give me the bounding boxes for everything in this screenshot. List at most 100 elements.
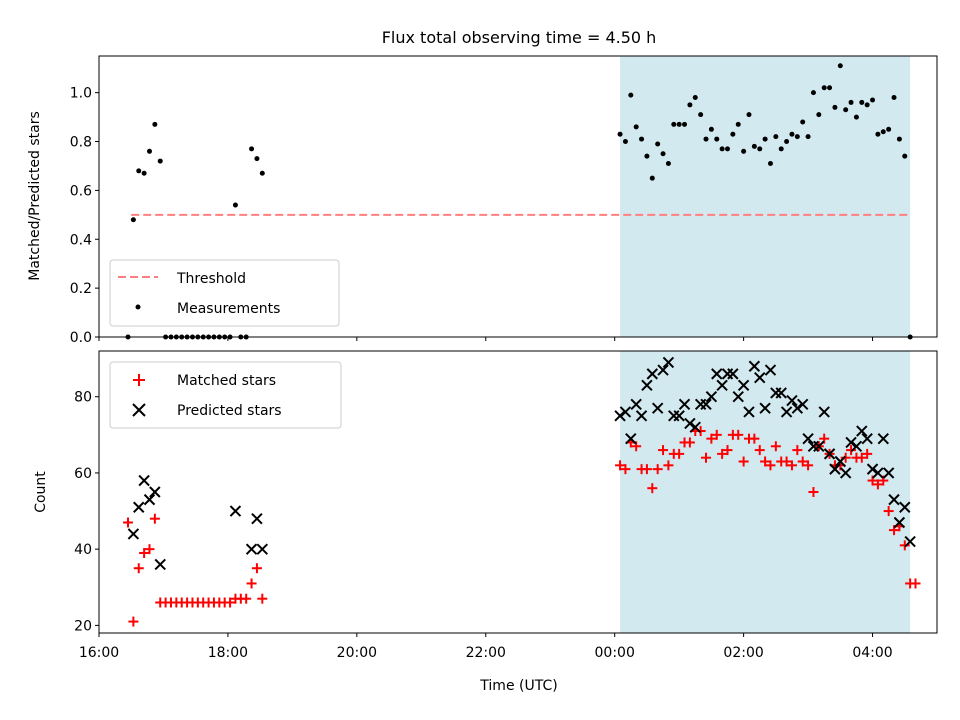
predicted-star-point — [882, 467, 895, 479]
measurement-point — [141, 170, 147, 176]
predicted-star-point — [802, 432, 814, 445]
matched-star-point — [246, 578, 257, 589]
measurement-point — [644, 153, 650, 159]
matched-star-point — [139, 547, 150, 558]
predicted-star-point — [850, 440, 863, 452]
measurement-point — [633, 124, 639, 130]
measurement-point — [800, 119, 806, 125]
predicted-star-point — [127, 528, 140, 540]
matched-legend-label: Matched stars — [177, 373, 276, 389]
matched-star-point — [144, 544, 155, 555]
top-axes-frame — [98, 55, 938, 338]
measurement-point — [746, 112, 752, 118]
predicted-star-point — [866, 463, 879, 475]
predicted-star-point — [700, 398, 712, 411]
matched-star-point — [615, 460, 626, 471]
matched-star-point — [760, 456, 771, 467]
predicted-star-point — [630, 398, 642, 411]
predicted-star-point — [732, 391, 744, 403]
measurement-point — [130, 217, 136, 223]
matched-star-point — [663, 460, 674, 471]
predicted-star-point — [138, 474, 150, 487]
predicted-star-point — [823, 448, 836, 460]
predicted-star-point — [813, 440, 825, 452]
predicted-star-point — [229, 505, 242, 517]
chart-title: Flux total observing time = 4.50 h — [382, 28, 657, 47]
matched-star-point — [128, 616, 139, 627]
x-tick-label: 00:00 — [595, 645, 635, 661]
measurement-point — [778, 146, 784, 152]
predicted-star-point — [619, 406, 632, 418]
y-tick-label: 80 — [74, 390, 92, 406]
matched-star-point — [722, 445, 733, 456]
top-legend-box — [109, 259, 340, 327]
measurement-point — [821, 85, 827, 91]
matched-star-point — [706, 433, 717, 444]
measurement-point — [832, 104, 838, 110]
measurement-point — [146, 148, 152, 154]
matched-star-point — [652, 464, 663, 475]
y-tick-label: 20 — [74, 618, 92, 634]
predicted-star-point — [727, 368, 739, 380]
measurement-point — [902, 153, 908, 159]
x-axis-label: Time (UTC) — [479, 678, 557, 694]
measurement-point — [730, 131, 736, 137]
predicted-star-point — [888, 493, 900, 506]
predicted-star-point — [154, 558, 166, 571]
predicted-star-point — [904, 535, 916, 548]
x-tick-label: 02:00 — [723, 645, 763, 661]
measurement-point — [259, 170, 265, 176]
measurement-point — [794, 134, 800, 140]
measurement-point — [719, 146, 725, 152]
predicted-star-point — [839, 467, 852, 479]
predicted-star-point — [245, 543, 258, 555]
matched-star-point — [641, 464, 652, 475]
predicted-star-point — [899, 501, 911, 513]
predicted-star-point — [705, 391, 718, 403]
predicted-star-point — [786, 394, 798, 407]
matched-star-point — [862, 448, 873, 459]
predicted-star-point — [834, 455, 847, 468]
bottom-y-ticks: 20 40 60 80 — [74, 390, 99, 634]
measurement-point — [853, 114, 859, 120]
measurement-point — [671, 121, 677, 127]
measurement-point — [751, 143, 757, 149]
predicted-star-point — [856, 425, 868, 437]
predicted-star-point — [759, 402, 771, 414]
observing-window-shade-bottom — [620, 351, 911, 633]
bottom-legend: Matched stars Predicted stars — [109, 361, 342, 429]
matched-star-point — [872, 479, 883, 490]
matched-star-point — [792, 445, 803, 456]
top-y-axis-label: Matched/Predicted stars — [27, 111, 43, 281]
matched-star-point — [149, 513, 160, 524]
measurement-point — [864, 102, 870, 108]
matched-star-point — [765, 460, 776, 471]
y-tick-label: 0.4 — [70, 232, 92, 248]
measurement-point — [784, 139, 790, 145]
y-tick-label: 0.8 — [70, 135, 92, 151]
predicted-star-point — [614, 410, 626, 422]
predicted-star-point — [845, 436, 857, 449]
measurement-point — [655, 141, 661, 147]
matched-star-point — [754, 445, 765, 456]
measurement-point — [136, 168, 142, 174]
x-tick-label: 22:00 — [466, 645, 506, 661]
measurements-legend-swatch — [135, 304, 141, 310]
predicted-star-point — [256, 543, 269, 555]
measurement-point — [827, 85, 833, 91]
matched-star-point — [910, 578, 921, 589]
predicted-star-point — [711, 368, 723, 380]
predicted-star-point — [861, 432, 873, 445]
matched-star-point — [899, 540, 910, 551]
top-legend: Threshold Measurements — [109, 259, 340, 327]
predicted-star-point — [791, 402, 804, 414]
ratio-panel: 0.0 0.2 0.4 0.6 0.8 1.0 Matched/Predicted sta… — [27, 55, 938, 346]
predicted-star-point — [893, 516, 906, 529]
y-tick-label: 0.2 — [70, 281, 92, 297]
measurement-point — [810, 90, 816, 96]
predicted-star-point — [716, 379, 728, 392]
matched-star-point — [846, 445, 857, 456]
predicted-star-point — [651, 402, 664, 414]
predicted-star-point — [673, 410, 685, 422]
